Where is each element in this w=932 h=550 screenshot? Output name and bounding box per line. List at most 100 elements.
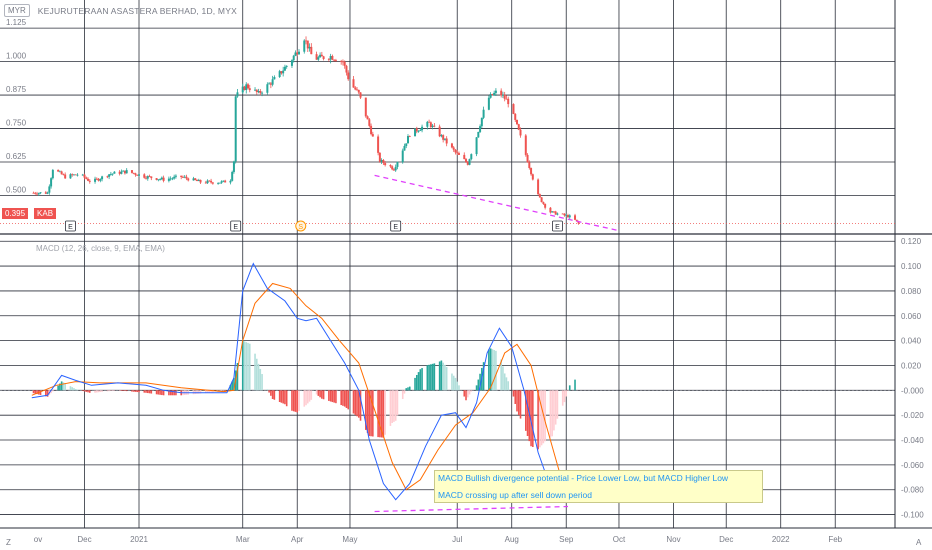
candle-body [549, 207, 552, 213]
candle-body [261, 92, 264, 94]
candle-body [87, 178, 90, 181]
histogram-bar [359, 390, 362, 421]
candle-body [320, 54, 323, 57]
candle-body [568, 215, 571, 218]
annotation-note[interactable]: MACD Bullish divergence potential - Pric… [434, 470, 763, 503]
histogram-bar [379, 390, 381, 438]
candle-body [500, 90, 503, 96]
candle-body [101, 176, 104, 180]
histogram-bar [370, 390, 372, 437]
earnings-event-label: E [68, 224, 73, 231]
histogram-bar [438, 361, 441, 391]
annotation-line-1: MACD Bullish divergence potential - Pric… [438, 473, 729, 483]
histogram-bar [222, 390, 225, 392]
candle-body [50, 178, 53, 187]
candle-body [561, 213, 564, 215]
candle-body [160, 177, 163, 180]
time-axis-label: 2022 [772, 535, 790, 544]
candle-body [71, 174, 74, 176]
histogram-bar [428, 364, 430, 391]
candle-body [514, 113, 517, 120]
indicator-title[interactable]: MACD (12, 26, close, 9, EMA, EMA) [36, 244, 165, 253]
candle-body [255, 89, 258, 93]
histogram-bar [343, 390, 346, 407]
histogram-bar [254, 353, 256, 391]
histogram-bar [365, 390, 367, 430]
candle-body [37, 193, 40, 195]
histogram-bar [357, 390, 360, 418]
candle-body [468, 159, 471, 165]
histogram-bar [537, 390, 539, 450]
histogram-bar [81, 390, 84, 391]
price-tick-label: 1.000 [6, 52, 27, 61]
candle-body [108, 174, 111, 177]
histogram-bar [466, 390, 469, 398]
candle-body [83, 174, 86, 178]
candle-body [551, 211, 554, 213]
candle-body [259, 91, 262, 94]
zoom-button[interactable]: Z [6, 538, 11, 547]
candle-body [111, 173, 114, 175]
histogram-bar [305, 390, 307, 406]
histogram-bar [530, 390, 532, 447]
candle-body [405, 143, 408, 146]
macd-tick-label: 0.020 [901, 361, 922, 370]
macd-tick-label: 0.120 [901, 237, 922, 246]
histogram-bar [145, 390, 147, 393]
histogram-bar [565, 390, 568, 397]
histogram-bar [248, 343, 251, 391]
candle-body [46, 192, 49, 194]
histogram-bar [345, 390, 348, 408]
histogram-bar [532, 390, 534, 448]
candle-body [431, 125, 434, 127]
histogram-bar [266, 389, 269, 391]
candle-body [382, 159, 385, 164]
histogram-bar [110, 390, 112, 391]
histogram-bar [194, 390, 197, 395]
histogram-bar [470, 390, 473, 392]
currency-badge[interactable]: MYR [4, 4, 30, 17]
candle-body [415, 128, 418, 132]
histogram-bar [76, 389, 79, 391]
histogram-bar [389, 390, 392, 426]
candle-body [282, 70, 285, 74]
candle-body [229, 180, 232, 183]
auto-scale-button[interactable]: A [916, 538, 922, 547]
histogram-bar [408, 386, 411, 391]
candle-body [401, 150, 404, 163]
candle-body [155, 178, 158, 180]
candle-body [334, 60, 337, 62]
candle-body [303, 40, 306, 52]
candle-body [157, 179, 160, 181]
candle-body [352, 79, 355, 88]
candle-body [222, 180, 225, 182]
candle-body [72, 174, 75, 176]
histogram-bar [278, 390, 281, 402]
histogram-bar [113, 390, 116, 391]
candle-body [516, 119, 519, 125]
histogram-bar [488, 349, 490, 391]
macd-tick-label: 0.100 [901, 262, 922, 271]
histogram-bar [372, 390, 374, 437]
histogram-bar [567, 390, 569, 391]
candle-body [501, 94, 504, 96]
earnings-event-label: E [555, 224, 560, 231]
last-price-flag: 0.395 KAB [2, 208, 57, 219]
histogram-bar [407, 387, 409, 391]
histogram-bar [285, 390, 288, 407]
candles-group [32, 36, 580, 225]
histogram-bar [403, 390, 406, 394]
histogram-bar [415, 374, 418, 391]
histogram-bar [456, 381, 459, 391]
histogram-bar [125, 390, 128, 392]
candle-body [531, 174, 534, 180]
histogram-bar [352, 390, 355, 414]
candle-body [95, 178, 98, 180]
price-tick-label: 0.750 [6, 119, 27, 128]
candle-body [356, 89, 359, 91]
candle-body [62, 174, 65, 176]
histogram-bar [493, 350, 495, 391]
histogram-bar [197, 390, 200, 394]
candle-body [273, 76, 276, 80]
candle-body [210, 180, 213, 183]
